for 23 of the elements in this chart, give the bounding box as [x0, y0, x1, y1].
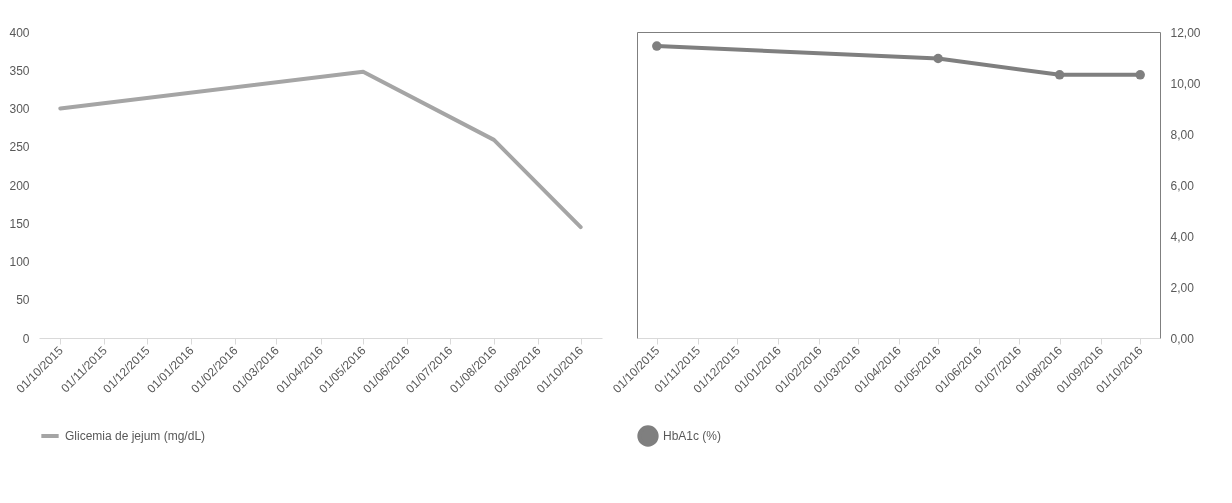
y2-tick-label: 0,00	[1170, 331, 1195, 346]
point	[1054, 70, 1065, 80]
y2-tick-label: 6,00	[1170, 178, 1195, 193]
y-tick-label: 250	[9, 140, 30, 155]
point	[933, 53, 943, 64]
y2-tick-label: 8,00	[1170, 127, 1195, 142]
y2-tick-label: 2,00	[1170, 280, 1195, 295]
point	[1135, 70, 1145, 80]
y2-tick-label: 4,00	[1170, 229, 1195, 244]
y-tick-label: 300	[9, 102, 30, 116]
legend-label: Glicemia de jejum (mg/dL)	[65, 429, 206, 443]
y-tick-label: 0	[22, 331, 30, 346]
y2-tick-label: 10,00	[1170, 76, 1201, 91]
y-tick-label: 400	[9, 25, 30, 40]
y-tick-label: 350	[9, 63, 30, 78]
y-tick-label: 100	[9, 255, 30, 269]
y-tick-label: 150	[9, 216, 30, 231]
legend-label: HbA1c (%)	[663, 429, 722, 443]
line-series	[58, 69, 583, 230]
y-tick-label: 200	[9, 178, 30, 193]
y2-tick-label: 12,00	[1170, 25, 1201, 40]
point	[652, 41, 662, 51]
y-tick-label: 50	[16, 293, 30, 308]
